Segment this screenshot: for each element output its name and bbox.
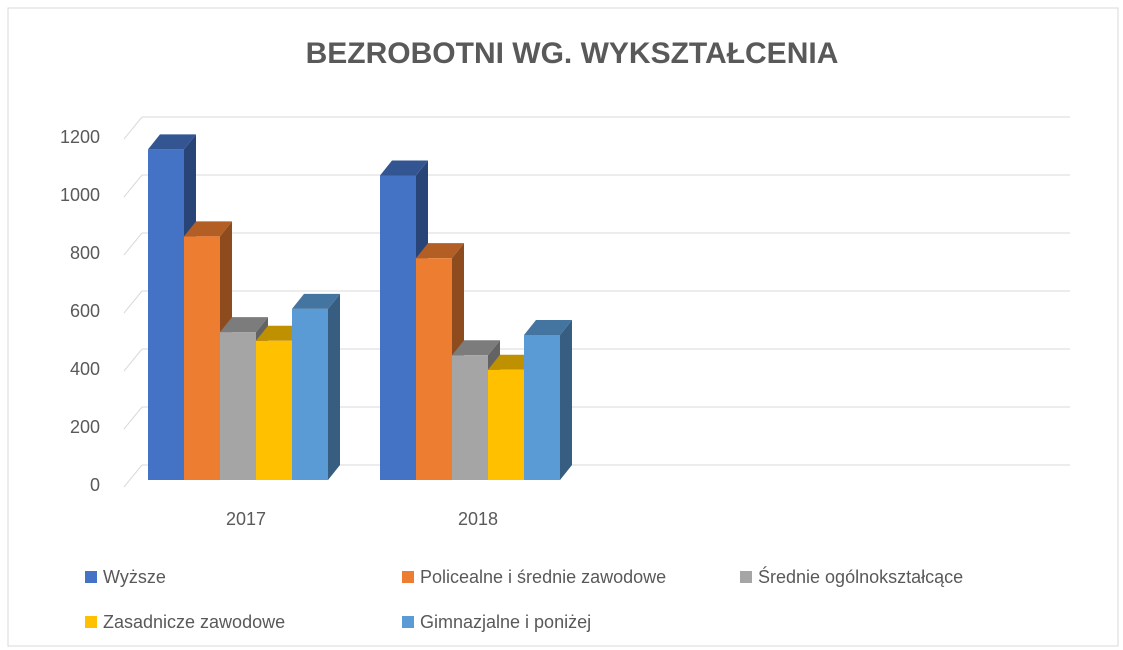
grid-side [123, 406, 143, 430]
legend-label: Gimnazjalne i poniżej [420, 612, 591, 632]
bar-top [220, 317, 268, 333]
bar-top [292, 293, 340, 309]
bar-top [524, 320, 572, 335]
bar [184, 236, 220, 480]
bar-top [452, 340, 500, 356]
legend-swatch [85, 571, 97, 583]
bar-top [416, 243, 464, 259]
x-tick-label: 2017 [226, 509, 266, 529]
bar-top [380, 160, 428, 176]
legend-swatch [85, 616, 97, 628]
y-tick-label: 1200 [60, 127, 100, 147]
grid-side [123, 348, 143, 372]
legend-label: Wyższe [103, 567, 166, 587]
bar [488, 369, 524, 480]
y-tick-label: 200 [70, 417, 100, 437]
legend-label: Zasadnicze zawodowe [103, 612, 285, 632]
legend-swatch [402, 616, 414, 628]
y-tick-label: 600 [70, 301, 100, 321]
grid-side [123, 290, 143, 314]
legend-swatch [740, 571, 752, 583]
bar-top [148, 134, 196, 150]
legend-label: Średnie ogólnokształcące [758, 566, 963, 587]
bar [416, 258, 452, 480]
bar [524, 335, 560, 480]
grid-side [123, 464, 143, 488]
y-tick-label: 0 [90, 475, 100, 495]
legend-label: Policealne i średnie zawodowe [420, 567, 666, 587]
grid-side [123, 174, 143, 198]
y-tick-label: 800 [70, 243, 100, 263]
bar-top [184, 221, 232, 237]
y-tick-label: 1000 [60, 185, 100, 205]
bar [256, 340, 292, 480]
grid-side [123, 232, 143, 256]
x-tick-label: 2018 [458, 509, 498, 529]
bar [220, 332, 256, 480]
grid-side [123, 116, 143, 140]
bar [380, 175, 416, 480]
bar-side [560, 320, 572, 480]
legend-swatch [402, 571, 414, 583]
y-tick-label: 400 [70, 359, 100, 379]
bar-side [328, 293, 340, 480]
bar [292, 308, 328, 480]
bar [148, 149, 184, 480]
bar [452, 355, 488, 480]
chart-title: BEZROBOTNI WG. WYKSZTAŁCENIA [306, 37, 839, 70]
